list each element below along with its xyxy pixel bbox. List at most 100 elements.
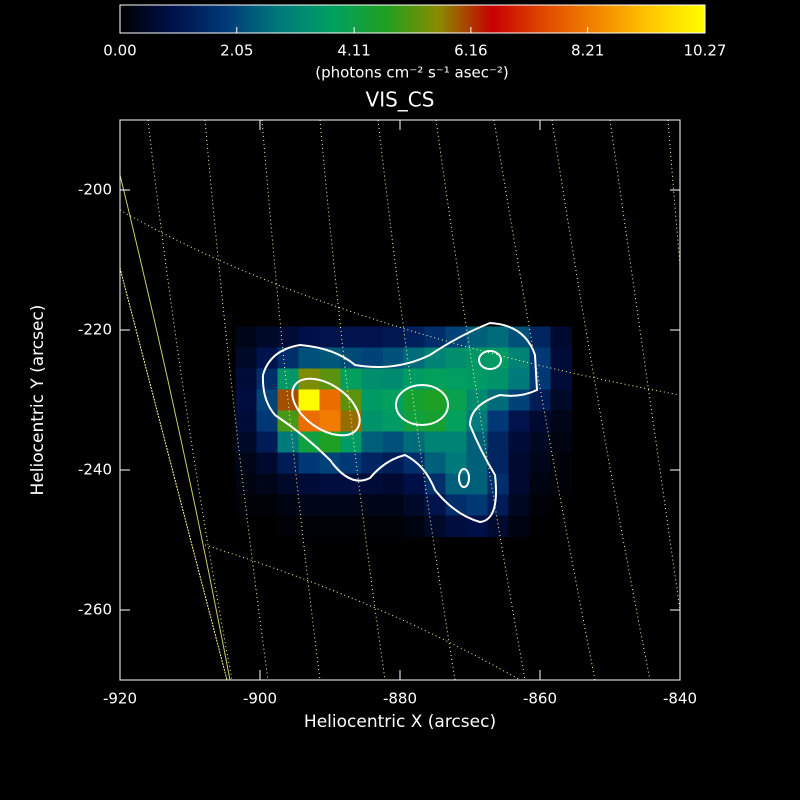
y-axis-label: Heliocentric Y (arcsec) bbox=[28, 305, 48, 496]
colorbar-tick-label: 10.27 bbox=[684, 42, 727, 60]
colorbar bbox=[120, 5, 705, 33]
image-cell bbox=[424, 431, 446, 453]
image-cell bbox=[256, 473, 278, 495]
x-tick-label: -860 bbox=[523, 690, 557, 708]
image-cell bbox=[340, 347, 362, 369]
image-cell bbox=[235, 494, 257, 516]
image-cell bbox=[529, 452, 551, 474]
image-cell bbox=[235, 515, 257, 537]
contours bbox=[261, 321, 539, 524]
image-cell bbox=[277, 410, 299, 432]
image-cell bbox=[445, 494, 467, 516]
image-cell bbox=[298, 473, 320, 495]
image-cell bbox=[298, 515, 320, 537]
colorbar-tick-label: 8.21 bbox=[571, 42, 604, 60]
x-tick-label: -920 bbox=[103, 690, 137, 708]
image-cell bbox=[487, 368, 509, 390]
image-cell bbox=[403, 515, 425, 537]
image-cell bbox=[550, 410, 572, 432]
image-cell bbox=[403, 494, 425, 516]
image-cell bbox=[277, 452, 299, 474]
image-cell bbox=[340, 368, 362, 390]
image-cell bbox=[319, 452, 341, 474]
colorbar-frame bbox=[119, 4, 706, 34]
image-cell bbox=[277, 494, 299, 516]
image-cell bbox=[361, 494, 383, 516]
image-cell bbox=[466, 494, 488, 516]
image-cell bbox=[487, 494, 509, 516]
image-cell bbox=[487, 389, 509, 411]
image-cell bbox=[550, 494, 572, 516]
image-cell bbox=[256, 494, 278, 516]
image-cell bbox=[235, 347, 257, 369]
image-cell bbox=[424, 515, 446, 537]
image-cell bbox=[319, 410, 341, 432]
image-cell bbox=[256, 347, 278, 369]
image-cell bbox=[235, 368, 257, 390]
image-cell bbox=[445, 368, 467, 390]
image-cell bbox=[445, 389, 467, 411]
image-cell bbox=[256, 431, 278, 453]
image-cell bbox=[403, 473, 425, 495]
image-cell bbox=[508, 368, 530, 390]
image-cell bbox=[550, 368, 572, 390]
image-cell bbox=[466, 347, 488, 369]
colorbar-tick-label: 0.00 bbox=[103, 42, 136, 60]
image-cell bbox=[529, 515, 551, 537]
image-cell bbox=[319, 431, 341, 453]
image-cell bbox=[382, 347, 404, 369]
image-cell bbox=[529, 410, 551, 432]
image-cell bbox=[298, 452, 320, 474]
image-cell bbox=[529, 431, 551, 453]
image-cell bbox=[508, 452, 530, 474]
image-cell bbox=[466, 473, 488, 495]
image-cell bbox=[340, 515, 362, 537]
image-cell bbox=[382, 473, 404, 495]
image-cell bbox=[319, 389, 341, 411]
image-cell bbox=[319, 494, 341, 516]
colorbar-tick-label: 6.16 bbox=[454, 42, 487, 60]
image-cell bbox=[487, 326, 509, 348]
image-cell bbox=[298, 326, 320, 348]
x-tick-label: -840 bbox=[663, 690, 697, 708]
image-cell bbox=[550, 347, 572, 369]
image-cell bbox=[466, 326, 488, 348]
image-cell bbox=[340, 494, 362, 516]
image-cell bbox=[382, 326, 404, 348]
image-cell bbox=[382, 410, 404, 432]
image-cell bbox=[277, 368, 299, 390]
image-cell bbox=[529, 389, 551, 411]
image-cell bbox=[340, 431, 362, 453]
image-cell bbox=[466, 452, 488, 474]
x-tick-label: -880 bbox=[383, 690, 417, 708]
x-axis-label: Heliocentric X (arcsec) bbox=[304, 712, 496, 732]
image-cell bbox=[361, 410, 383, 432]
image-cell bbox=[382, 431, 404, 453]
image-cell bbox=[529, 494, 551, 516]
y-tick-label: -200 bbox=[78, 181, 112, 199]
image-cell bbox=[487, 431, 509, 453]
image-cell bbox=[277, 473, 299, 495]
image-cell bbox=[319, 515, 341, 537]
colorbar-tick-label: 4.11 bbox=[337, 42, 370, 60]
image-cell bbox=[550, 452, 572, 474]
image-cell bbox=[298, 494, 320, 516]
y-tick-label: -240 bbox=[78, 461, 112, 479]
image-cell bbox=[256, 452, 278, 474]
y-tick-label: -220 bbox=[78, 321, 112, 339]
image-cell bbox=[445, 410, 467, 432]
x-tick-label: -900 bbox=[243, 690, 277, 708]
image-cell bbox=[361, 389, 383, 411]
image-cell bbox=[235, 410, 257, 432]
image-cell bbox=[445, 452, 467, 474]
image-cell bbox=[487, 347, 509, 369]
image-cell bbox=[424, 326, 446, 348]
image-cell bbox=[424, 452, 446, 474]
y-tick-label: -260 bbox=[78, 601, 112, 619]
image-cell bbox=[445, 473, 467, 495]
image-cell bbox=[298, 389, 320, 411]
image-cell bbox=[445, 326, 467, 348]
image-cell bbox=[319, 473, 341, 495]
image-cell bbox=[508, 431, 530, 453]
